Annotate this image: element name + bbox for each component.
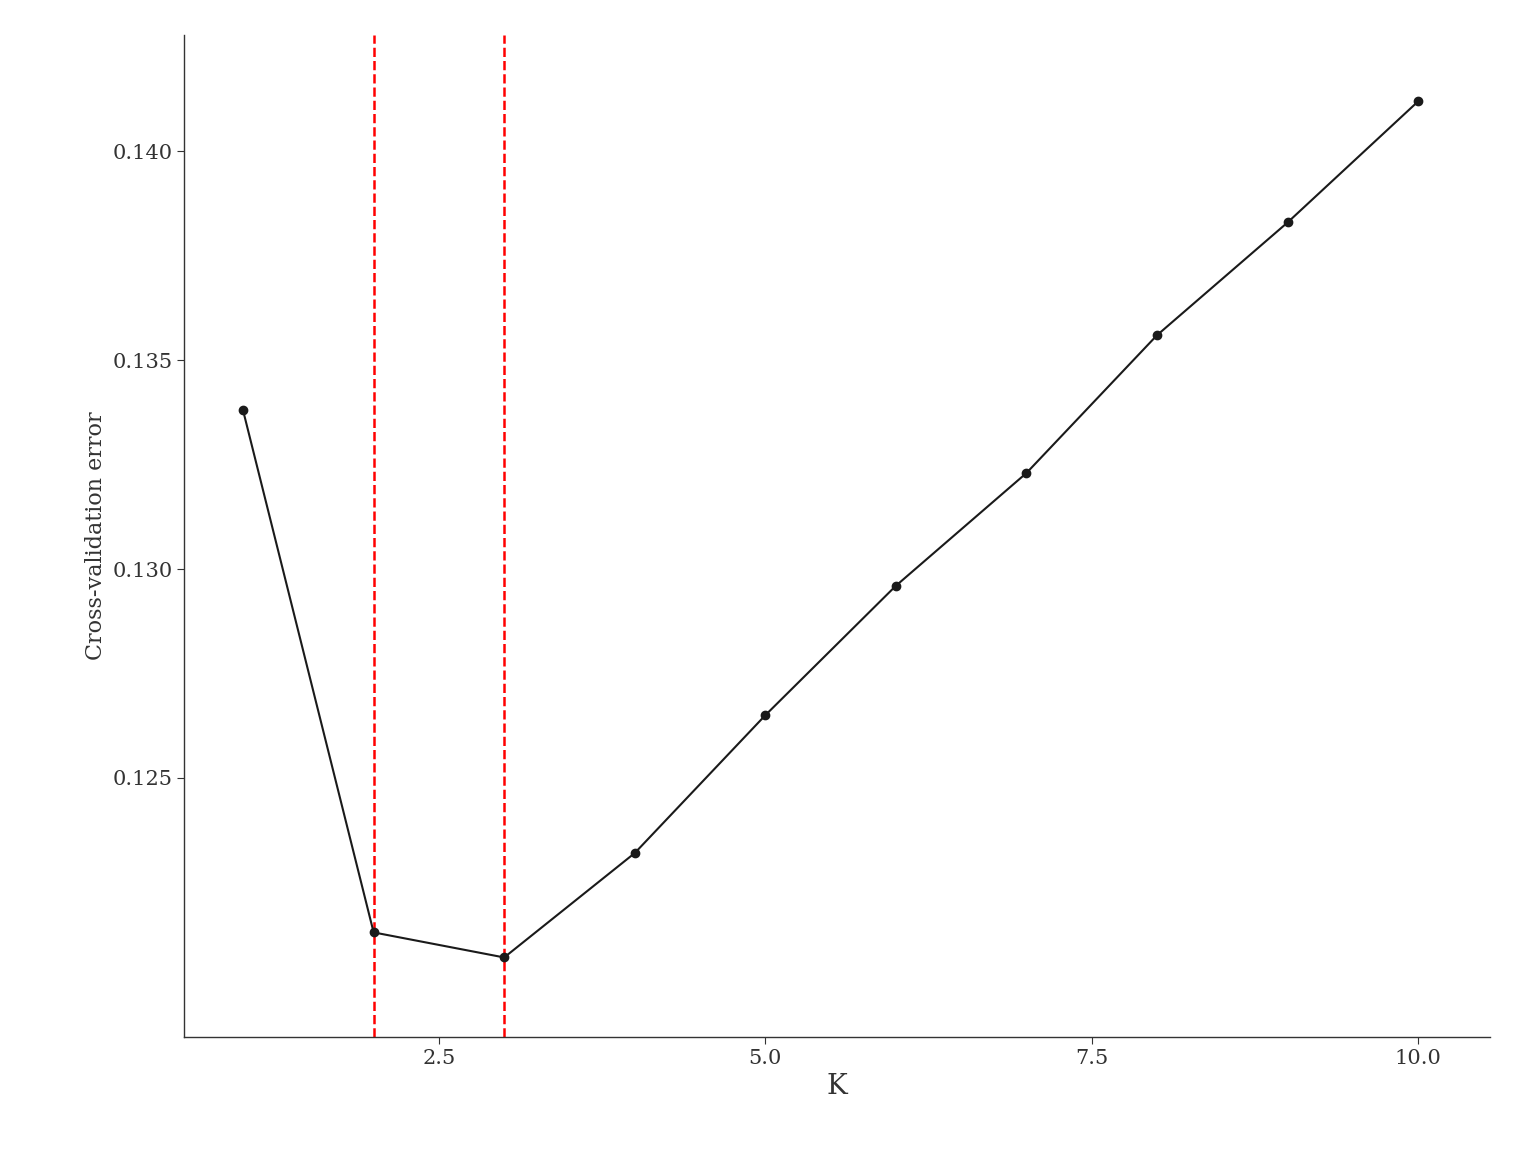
Y-axis label: Cross-validation error: Cross-validation error [84,411,106,660]
X-axis label: K: K [826,1074,848,1100]
